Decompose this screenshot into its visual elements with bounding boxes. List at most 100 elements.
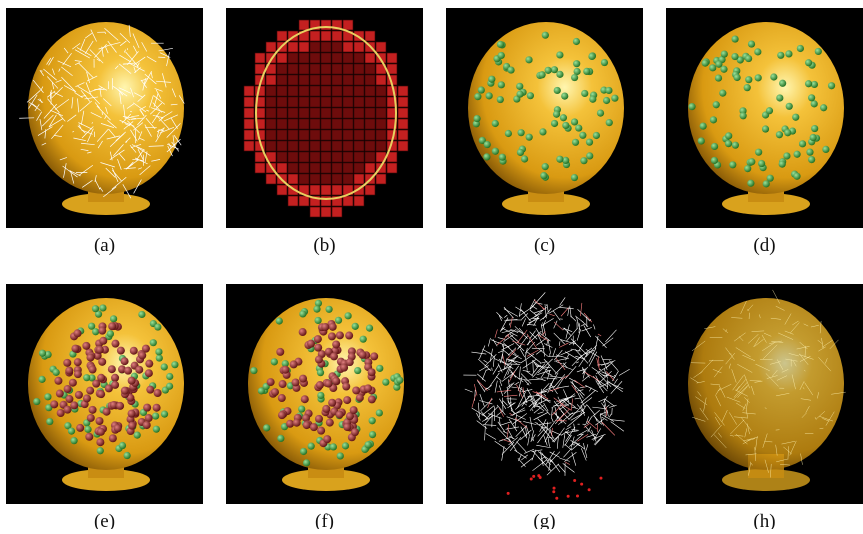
marker-dot [603, 97, 610, 104]
panel [446, 284, 643, 504]
marker-dot [54, 377, 62, 385]
marker-dot [70, 401, 78, 409]
marker-dot [530, 477, 533, 480]
voxel [277, 185, 287, 195]
voxel [321, 31, 331, 41]
panel [226, 8, 423, 228]
voxel [321, 119, 331, 129]
marker-dot [560, 114, 567, 121]
voxel [288, 86, 298, 96]
marker-dot [762, 125, 769, 132]
marker-dot [554, 87, 561, 94]
marker-dot [811, 125, 818, 132]
marker-dot [87, 414, 95, 422]
voxel [354, 108, 364, 118]
marker-dot [747, 180, 754, 187]
marker-dot [779, 80, 786, 87]
marker-dot [580, 157, 587, 164]
voxel [376, 174, 386, 184]
marker-dot [740, 112, 747, 119]
voxel [332, 130, 342, 140]
marker-dot [589, 96, 596, 103]
marker-dot [38, 376, 45, 383]
marker-dot [360, 336, 367, 343]
marker-dot [368, 395, 376, 403]
marker-dot [369, 431, 376, 438]
marker-dot [124, 452, 131, 459]
marker-dot [784, 129, 791, 136]
panel [226, 284, 423, 504]
marker-dot [276, 317, 283, 324]
marker-dot [731, 53, 738, 60]
voxel [343, 130, 353, 140]
voxel [288, 196, 298, 206]
panel-caption: (b) [313, 235, 335, 256]
voxel [277, 97, 287, 107]
voxel [310, 152, 320, 162]
voxel [376, 141, 386, 151]
voxel [365, 152, 375, 162]
marker-dot [293, 419, 301, 427]
voxel [354, 64, 364, 74]
voxel [332, 108, 342, 118]
voxel [299, 86, 309, 96]
marker-dot [128, 377, 136, 385]
marker-dot [770, 73, 777, 80]
marker-dot [805, 59, 812, 66]
voxel [310, 141, 320, 151]
marker-dot [521, 155, 528, 162]
voxel [321, 152, 331, 162]
marker-dot [110, 315, 117, 322]
marker-dot [119, 442, 126, 449]
voxel [288, 174, 298, 184]
marker-dot [303, 421, 311, 429]
marker-dot [505, 130, 512, 137]
marker-dot [497, 41, 504, 48]
voxel [332, 53, 342, 63]
voxel [332, 64, 342, 74]
marker-dot [98, 327, 106, 335]
marker-dot [599, 477, 602, 480]
marker-dot [111, 374, 119, 382]
marker-dot [128, 422, 136, 430]
marker-dot [76, 424, 84, 432]
marker-dot [702, 60, 709, 67]
voxel [266, 119, 276, 129]
marker-dot [278, 394, 286, 402]
voxel [310, 97, 320, 107]
marker-dot [64, 406, 72, 414]
marker-dot [352, 386, 360, 394]
marker-dot [278, 411, 286, 419]
marker-dot [154, 389, 162, 397]
marker-dot [810, 134, 817, 141]
voxel [310, 53, 320, 63]
marker-dot [143, 421, 151, 429]
voxel [365, 108, 375, 118]
marker-dot [356, 394, 364, 402]
marker-dot [300, 448, 307, 455]
marker-dot [369, 417, 376, 424]
voxel [288, 97, 298, 107]
panel-caption: (d) [753, 235, 775, 256]
marker-dot [134, 432, 141, 439]
voxel [332, 174, 342, 184]
voxel [365, 97, 375, 107]
marker-dot [725, 132, 732, 139]
marker-dot [553, 111, 560, 118]
marker-dot [99, 304, 106, 311]
voxel [288, 163, 298, 173]
marker-dot [567, 495, 570, 498]
marker-dot [507, 66, 514, 73]
voxel [277, 108, 287, 118]
voxel [299, 130, 309, 140]
marker-dot [539, 128, 546, 135]
marker-dot [336, 411, 344, 419]
voxel [310, 119, 320, 129]
marker-dot [171, 361, 178, 368]
voxel [266, 86, 276, 96]
voxel [343, 108, 353, 118]
marker-dot [299, 375, 307, 383]
marker-dot [556, 51, 563, 58]
voxel [244, 86, 254, 96]
voxel [266, 130, 276, 140]
